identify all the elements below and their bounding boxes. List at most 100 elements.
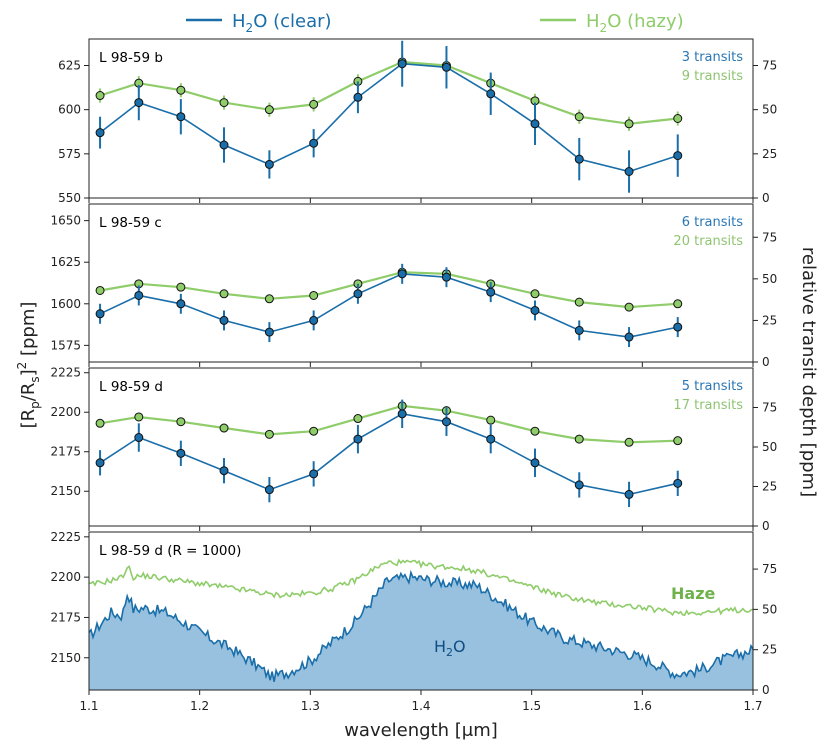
- data-point-clear: [574, 154, 584, 164]
- data-point-hazy: [624, 437, 634, 447]
- data-point-clear: [441, 417, 451, 427]
- data-point-clear: [134, 98, 144, 108]
- right-y-tick-label: 50: [762, 602, 777, 616]
- x-tick-label: 1.3: [301, 699, 320, 713]
- data-point-hazy: [353, 414, 363, 424]
- data-point-hazy: [624, 302, 634, 312]
- right-y-tick-label: 0: [762, 355, 770, 369]
- data-point-hazy: [673, 114, 683, 123]
- data-point-hazy: [673, 299, 683, 309]
- y-tick-label: 2150: [50, 651, 81, 665]
- legend: H2O (clear) H2O (hazy): [186, 11, 684, 35]
- data-point-clear: [624, 167, 634, 176]
- legend-subscript: 2: [246, 21, 254, 35]
- legend-text: H: [232, 11, 246, 32]
- x-tick-label: 1.2: [190, 699, 209, 713]
- transits-clear: 5 transits: [682, 379, 744, 394]
- panels: 3 transits 9 transits L 98-59 b 550 575 600 62…: [50, 38, 777, 713]
- ylabel-subscript: s: [28, 376, 42, 382]
- panel-3: 5 transits 17 transits L 98-59 d 2150 2175 22…: [50, 366, 777, 533]
- right-y-tick-label: 25: [762, 147, 777, 161]
- data-point-clear: [530, 458, 540, 468]
- plot-area: [95, 399, 683, 508]
- x-tick-label: 1.5: [522, 699, 541, 713]
- data-point-clear: [486, 434, 496, 444]
- data-point-hazy: [176, 282, 186, 292]
- data-point-clear: [673, 322, 683, 332]
- right-y-tick-label: 0: [762, 191, 770, 205]
- data-point-hazy: [309, 426, 319, 436]
- data-point-clear: [95, 458, 105, 468]
- data-point-clear: [486, 89, 496, 99]
- series-line-clear: [99, 412, 678, 496]
- transits-hazy: 17 transits: [673, 398, 743, 413]
- data-point-hazy: [95, 418, 105, 428]
- data-point-hazy: [624, 119, 634, 129]
- y-tick-label: 1600: [50, 297, 81, 311]
- right-y-tick-label: 75: [762, 562, 777, 576]
- data-point-clear: [134, 433, 144, 443]
- clear-spectrum-line: [89, 569, 753, 682]
- data-point-hazy: [134, 412, 144, 422]
- right-y-tick-label: 50: [762, 272, 777, 286]
- data-point-clear: [176, 299, 186, 309]
- y-tick-label: 1575: [50, 338, 81, 352]
- panel-title: L 98-59 c: [99, 215, 162, 231]
- panel-4: Haze H2O L 98-59 d (R = 1000) 2150 2175 2200 2…: [50, 530, 777, 713]
- right-y-tick-label: 25: [762, 643, 777, 657]
- data-point-hazy: [219, 98, 229, 108]
- data-point-hazy: [574, 297, 584, 307]
- x-tick-label: 1.4: [411, 699, 430, 713]
- y-tick-label: 1650: [50, 214, 81, 228]
- right-y-tick-label: 25: [762, 313, 777, 327]
- data-point-clear: [219, 315, 229, 325]
- transits-hazy: 20 transits: [673, 234, 743, 249]
- right-y-tick-label: 25: [762, 480, 777, 494]
- left-y-axis-label: [Rp/Rs]2 [ppm]: [15, 302, 42, 429]
- right-y-tick-label: 75: [762, 230, 777, 244]
- right-y-tick-label: 0: [762, 683, 770, 697]
- data-point-hazy: [264, 429, 274, 439]
- data-point-hazy: [673, 436, 683, 446]
- series-line-hazy: [99, 60, 678, 125]
- data-point-clear: [530, 305, 540, 315]
- data-point-clear: [95, 309, 105, 319]
- ylabel-text: [ppm]: [18, 302, 39, 362]
- data-point-clear: [176, 112, 186, 122]
- data-point-hazy: [95, 285, 105, 295]
- data-point-clear: [441, 62, 451, 72]
- data-point-clear: [219, 140, 229, 150]
- right-y-tick-label: 75: [762, 59, 777, 73]
- series-line-hazy: [99, 271, 678, 309]
- legend-label-clear: H2O (clear): [232, 11, 332, 35]
- x-tick-label: 1.6: [633, 699, 652, 713]
- data-point-clear: [264, 159, 274, 169]
- data-point-clear: [353, 92, 363, 102]
- data-point-clear: [264, 327, 274, 337]
- panel-frame: [88, 367, 754, 527]
- data-point-hazy: [219, 289, 229, 299]
- data-point-hazy: [309, 290, 319, 300]
- transits-hazy: 9 transits: [682, 69, 744, 84]
- x-tick-label: 1.7: [743, 699, 762, 713]
- panel-title: L 98-59 b: [99, 50, 163, 66]
- y-tick-label: 600: [58, 103, 81, 117]
- y-tick-label: 550: [58, 191, 81, 205]
- right-y-tick-label: 50: [762, 440, 777, 454]
- data-point-clear: [397, 59, 407, 69]
- axis-labels: wavelength [μm][Rp/Rs]2 [ppm] relative tr…: [15, 247, 819, 741]
- y-tick-label: 2225: [50, 530, 81, 544]
- haze-annotation: Haze: [671, 584, 716, 603]
- data-point-clear: [574, 325, 584, 335]
- data-point-clear: [574, 480, 584, 490]
- data-point-hazy: [574, 434, 584, 444]
- data-point-hazy: [264, 294, 274, 304]
- ylabel-text: /R: [18, 383, 39, 402]
- series-line-clear: [99, 273, 678, 338]
- data-point-clear: [673, 478, 683, 488]
- x-tick-label: 1.1: [79, 699, 98, 713]
- plot-area: [95, 40, 683, 193]
- y-tick-label: 2175: [50, 445, 81, 459]
- plot-area: [95, 263, 683, 348]
- y-tick-label: 2150: [50, 484, 81, 498]
